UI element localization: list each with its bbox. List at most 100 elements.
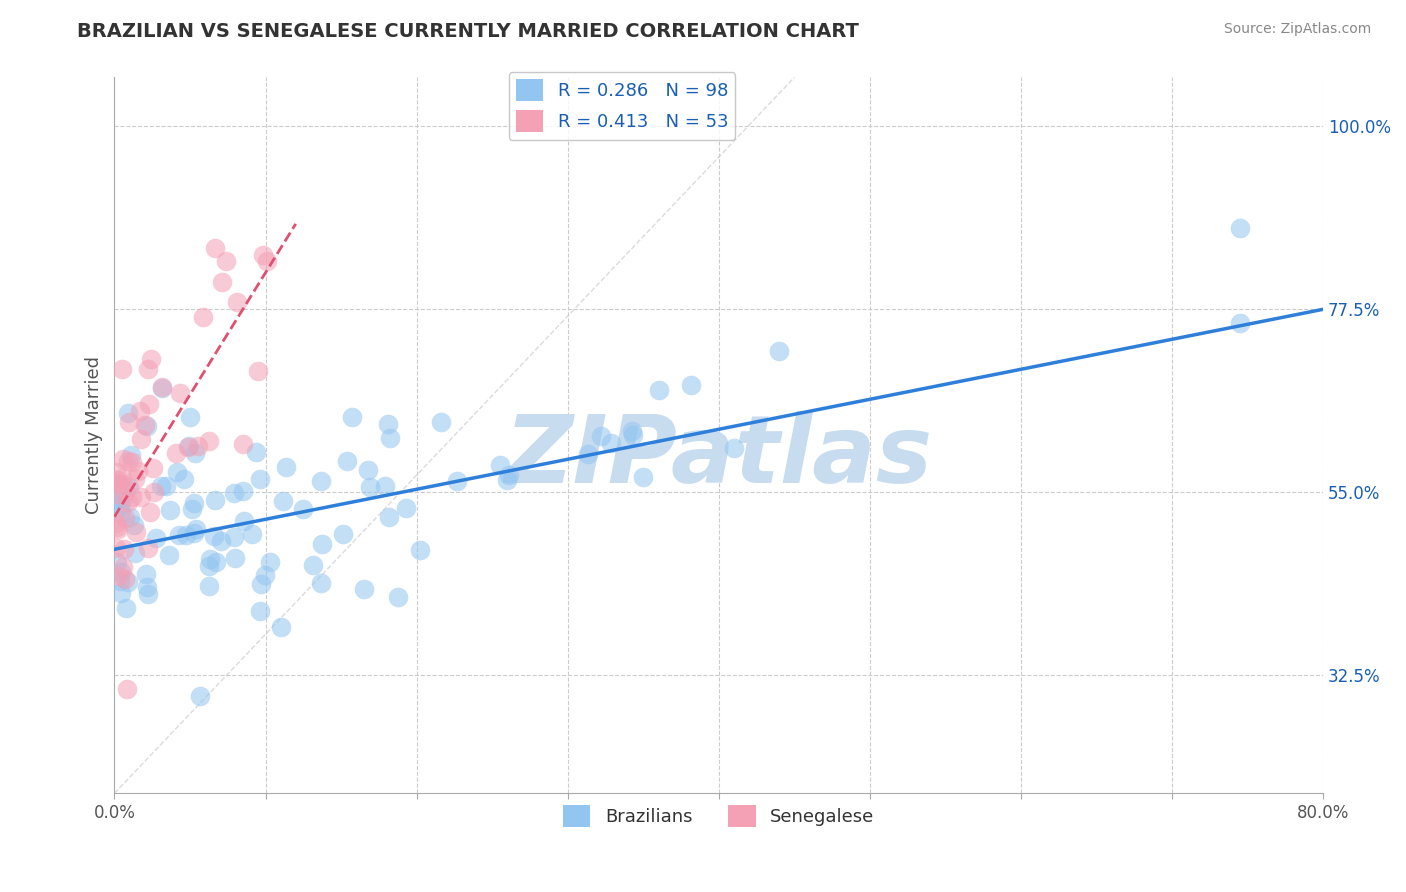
Point: [150, 380, 173, 394]
Point: [174, 528, 197, 542]
Point: [118, 415, 141, 429]
Point: [173, 472, 195, 486]
Point: [104, 516, 127, 531]
Point: [117, 406, 139, 420]
Point: [111, 451, 134, 466]
Point: [118, 509, 141, 524]
Point: [226, 294, 249, 309]
Point: [193, 310, 215, 324]
Point: [111, 560, 134, 574]
Point: [115, 601, 138, 615]
Point: [446, 475, 468, 489]
Point: [117, 495, 139, 509]
Point: [124, 472, 146, 486]
Point: [204, 241, 226, 255]
Point: [136, 587, 159, 601]
Point: [108, 491, 131, 506]
Point: [247, 364, 270, 378]
Point: [117, 454, 139, 468]
Point: [165, 446, 187, 460]
Point: [647, 384, 669, 398]
Y-axis label: Currently Married: Currently Married: [86, 357, 103, 515]
Point: [110, 499, 132, 513]
Point: [136, 418, 159, 433]
Point: [107, 475, 129, 490]
Point: [188, 689, 211, 703]
Point: [107, 522, 129, 536]
Point: [232, 484, 254, 499]
Point: [136, 541, 159, 555]
Point: [373, 479, 395, 493]
Point: [1229, 316, 1251, 330]
Point: [309, 575, 332, 590]
Point: [166, 465, 188, 479]
Point: [222, 530, 245, 544]
Point: [136, 362, 159, 376]
Point: [224, 486, 246, 500]
Point: [124, 517, 146, 532]
Point: [104, 541, 127, 555]
Point: [496, 473, 519, 487]
Point: [114, 572, 136, 586]
Point: [136, 580, 159, 594]
Point: [104, 487, 127, 501]
Point: [332, 527, 354, 541]
Point: [202, 529, 225, 543]
Point: [357, 463, 380, 477]
Text: ZIPatlas: ZIPatlas: [505, 411, 932, 503]
Point: [488, 458, 510, 472]
Point: [256, 254, 278, 268]
Point: [620, 424, 643, 438]
Point: [129, 490, 152, 504]
Point: [125, 524, 148, 539]
Point: [105, 555, 128, 569]
Point: [186, 522, 208, 536]
Point: [114, 511, 136, 525]
Point: [252, 248, 274, 262]
Legend: Brazilians, Senegalese: Brazilians, Senegalese: [557, 798, 882, 834]
Point: [145, 531, 167, 545]
Point: [187, 439, 209, 453]
Point: [498, 468, 520, 483]
Point: [245, 444, 267, 458]
Point: [380, 432, 402, 446]
Point: [271, 493, 294, 508]
Point: [1229, 221, 1251, 235]
Point: [378, 510, 401, 524]
Point: [183, 496, 205, 510]
Point: [111, 362, 134, 376]
Point: [600, 435, 623, 450]
Point: [259, 555, 281, 569]
Point: [138, 397, 160, 411]
Point: [183, 526, 205, 541]
Point: [150, 381, 173, 395]
Point: [621, 427, 644, 442]
Point: [395, 500, 418, 515]
Point: [215, 254, 238, 268]
Point: [377, 417, 399, 431]
Point: [177, 439, 200, 453]
Point: [209, 534, 232, 549]
Point: [121, 455, 143, 469]
Point: [340, 409, 363, 424]
Point: [353, 582, 375, 597]
Point: [104, 466, 127, 480]
Point: [240, 527, 263, 541]
Point: [115, 681, 138, 696]
Text: BRAZILIAN VS SENEGALESE CURRENTLY MARRIED CORRELATION CHART: BRAZILIAN VS SENEGALESE CURRENTLY MARRIE…: [77, 22, 859, 41]
Point: [105, 473, 128, 487]
Point: [200, 551, 222, 566]
Point: [121, 491, 143, 505]
Point: [110, 505, 132, 519]
Point: [167, 528, 190, 542]
Point: [107, 568, 129, 582]
Point: [359, 480, 381, 494]
Point: [631, 470, 654, 484]
Point: [576, 447, 599, 461]
Point: [110, 565, 132, 579]
Point: [276, 460, 298, 475]
Point: [120, 448, 142, 462]
Point: [723, 441, 745, 455]
Point: [681, 377, 703, 392]
Point: [112, 541, 135, 556]
